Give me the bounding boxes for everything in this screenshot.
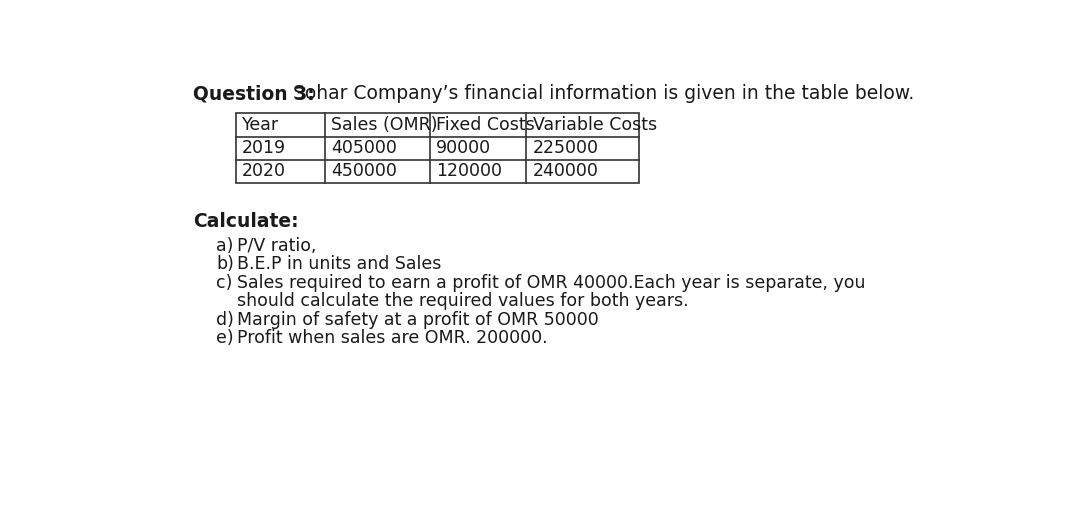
Text: Profit when sales are OMR. 200000.: Profit when sales are OMR. 200000. [238, 329, 548, 347]
Text: P/V ratio,: P/V ratio, [238, 237, 316, 254]
Text: 225000: 225000 [532, 139, 598, 157]
Bar [235, 114, 638, 183]
Text: 90000: 90000 [435, 139, 490, 157]
Text: 2020: 2020 [242, 162, 286, 180]
Text: 120000: 120000 [435, 162, 502, 180]
Text: Question 3:: Question 3: [193, 84, 315, 103]
Text: d): d) [216, 310, 234, 329]
Text: Sohar Company’s financial information is given in the table below.: Sohar Company’s financial information is… [287, 84, 915, 103]
Text: Year: Year [242, 116, 279, 134]
Text: e): e) [216, 329, 234, 347]
Text: Fixed Costs: Fixed Costs [435, 116, 535, 134]
Text: c): c) [216, 274, 233, 292]
Text: 405000: 405000 [332, 139, 397, 157]
Text: 2019: 2019 [242, 139, 286, 157]
Text: Variable Costs: Variable Costs [532, 116, 657, 134]
Text: should calculate the required values for both years.: should calculate the required values for… [238, 292, 689, 310]
Text: a): a) [216, 237, 233, 254]
Text: Margin of safety at a profit of OMR 50000: Margin of safety at a profit of OMR 5000… [238, 310, 599, 329]
Text: Sales required to earn a profit of OMR 40000.Each year is separate, you: Sales required to earn a profit of OMR 4… [238, 274, 866, 292]
Text: Calculate:: Calculate: [193, 212, 299, 231]
Text: b): b) [216, 255, 234, 273]
Text: B.E.P in units and Sales: B.E.P in units and Sales [238, 255, 442, 273]
Text: 240000: 240000 [532, 162, 598, 180]
Text: 450000: 450000 [332, 162, 397, 180]
Text: Sales (OMR): Sales (OMR) [332, 116, 437, 134]
